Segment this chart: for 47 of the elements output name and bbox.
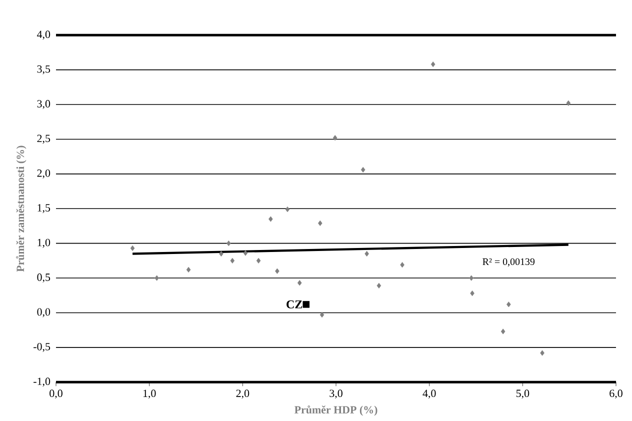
point bbox=[275, 268, 280, 274]
point bbox=[268, 216, 273, 222]
y-tick-label: 2,5 bbox=[37, 134, 50, 144]
point bbox=[376, 282, 382, 288]
x-tick-label: 1,0 bbox=[143, 390, 156, 399]
point bbox=[302, 301, 310, 308]
x-tick-label: 3,0 bbox=[330, 390, 342, 399]
point bbox=[506, 302, 511, 308]
point bbox=[332, 135, 338, 141]
x-axis-title: Průměr HDP (%) bbox=[294, 405, 378, 416]
point bbox=[566, 100, 571, 106]
y-tick-label: 0,5 bbox=[37, 274, 50, 283]
point bbox=[320, 312, 324, 318]
point bbox=[243, 250, 248, 256]
y-tick-label: 1,5 bbox=[38, 204, 50, 214]
point bbox=[256, 258, 261, 264]
point bbox=[297, 280, 302, 286]
y-tick-label: 1,0 bbox=[38, 238, 50, 248]
y-tick-label: 0,0 bbox=[37, 308, 50, 318]
y-axis-title: Průměr zaměstnanosti (%) bbox=[16, 146, 26, 272]
y-tick-label: 2,0 bbox=[37, 169, 50, 178]
series-label: CZ bbox=[286, 300, 302, 308]
annotation: R² = 0,00139 bbox=[482, 258, 535, 266]
x-tick-label: 5,0 bbox=[516, 390, 530, 399]
point bbox=[230, 258, 235, 264]
point bbox=[360, 166, 366, 173]
y-tick-label: 3,0 bbox=[37, 100, 50, 110]
x-tick-label: 2,0 bbox=[236, 390, 250, 399]
point bbox=[285, 206, 290, 212]
y-tick-label: 3,5 bbox=[37, 65, 50, 74]
x-tick-label: 4,0 bbox=[422, 390, 436, 399]
point bbox=[430, 61, 436, 68]
point bbox=[130, 245, 135, 251]
y-tick-label: -1,0 bbox=[34, 378, 50, 387]
x-tick-label: 0,0 bbox=[50, 390, 62, 399]
point bbox=[186, 266, 191, 272]
y-tick-label: -0,5 bbox=[34, 342, 50, 352]
point bbox=[318, 220, 322, 226]
x-tick-label: 6,0 bbox=[610, 390, 622, 399]
point bbox=[540, 350, 544, 356]
point bbox=[400, 262, 404, 268]
y-tick-label: 4,0 bbox=[37, 30, 50, 40]
point bbox=[226, 240, 231, 246]
point bbox=[470, 290, 474, 296]
point bbox=[154, 275, 159, 281]
point bbox=[469, 275, 474, 281]
point bbox=[500, 328, 506, 334]
